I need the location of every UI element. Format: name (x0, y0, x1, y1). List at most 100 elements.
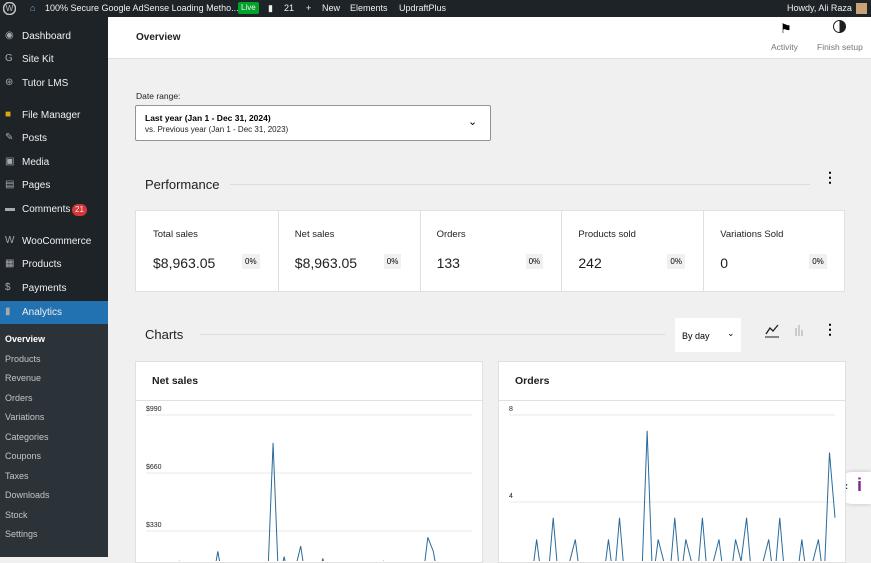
live-badge: Live (238, 2, 259, 14)
y-tick-label: 4 (509, 493, 513, 500)
new[interactable]: New (322, 3, 341, 13)
chart-plot: $990 $660 $330 (146, 406, 472, 561)
chart-card: Orders 8 4 (498, 361, 846, 563)
submenu-bg (0, 324, 108, 557)
submenu-item[interactable]: Settings (5, 529, 38, 539)
kpi-value[interactable]: 242 (578, 255, 602, 271)
submenu-item[interactable]: Revenue (5, 373, 42, 383)
chart-card: Net sales $990 $660 $330 (135, 361, 483, 563)
menu-item[interactable]: WooCommerce (22, 236, 92, 247)
menu-item[interactable]: Analytics (22, 307, 63, 318)
site-name[interactable]: 100% Secure Google AdSense Loading Metho… (45, 3, 239, 13)
admin-bar: W ⌂ 100% Secure Google AdSense Loading M… (0, 0, 871, 17)
y-tick-label: $990 (146, 406, 162, 413)
menu-item[interactable]: Dashboard (22, 31, 71, 42)
divider (200, 334, 665, 335)
kpi-value[interactable]: $8,963.05 (153, 255, 216, 271)
kpi-label[interactable]: Total sales (153, 229, 198, 240)
menu-item[interactable]: Site Kit (22, 54, 54, 65)
kpi-change: 0% (525, 254, 544, 269)
kpi-change: 0% (242, 254, 260, 269)
menu-item[interactable]: Posts (22, 133, 48, 144)
menu-item[interactable]: Comments (22, 204, 71, 215)
kpi-divider (277, 211, 279, 291)
menu-icon: ✎ (5, 132, 14, 143)
kpi-label[interactable]: Products sold (578, 229, 636, 240)
submenu-item[interactable]: Downloads (5, 490, 50, 500)
submenu-item[interactable]: Stock (5, 509, 28, 520)
menu-icon: ▤ (5, 179, 15, 190)
submenu-item[interactable]: Orders (5, 392, 33, 403)
menu-item[interactable]: File Manager (22, 110, 81, 121)
comments-badge: 21 (72, 204, 87, 216)
menu-item[interactable]: Media (22, 157, 50, 168)
interval-value: By day (682, 331, 710, 341)
divider (230, 184, 810, 185)
kpi-label[interactable]: Net sales (294, 229, 335, 240)
menu-item[interactable]: Products (22, 259, 62, 270)
menu-icon: W (5, 235, 15, 246)
finish-setup[interactable]: Finish setup (817, 42, 863, 52)
divider (136, 400, 482, 401)
date-range-label: Date range: (136, 91, 181, 101)
submenu-item[interactable]: Variations (5, 412, 45, 422)
chart-type-toggle[interactable] (764, 322, 808, 340)
kebab[interactable]: ⋮ (823, 321, 837, 337)
menu-icon: ▬ (5, 203, 15, 214)
date-range-value: Last year (Jan 1 - Dec 31, 2024) (145, 113, 271, 123)
svg-text:W: W (6, 4, 14, 13)
kebab[interactable]: ⋮ (823, 169, 837, 185)
submenu-item[interactable]: Coupons (5, 451, 42, 461)
chart-plot: 84 (509, 406, 836, 561)
setup-icon (833, 20, 846, 33)
menu-icon: ▮ (5, 306, 11, 317)
menu-icon: ■ (5, 109, 12, 120)
section-title: Performance (145, 177, 220, 192)
kpi-value[interactable]: 0 (720, 255, 728, 271)
kpi-label[interactable]: Orders (436, 229, 466, 240)
kpi-change: 0% (667, 254, 685, 269)
header-title: Overview (136, 32, 181, 43)
new-icon: + (306, 3, 312, 13)
interval-select[interactable]: By day ⌄ (675, 318, 741, 352)
menu-item[interactable]: Pages (22, 180, 51, 191)
kpi-value[interactable]: $8,963.05 (294, 255, 358, 271)
y-tick-label: $660 (146, 464, 162, 471)
bar-item[interactable]: Elements (350, 3, 388, 13)
y-tick-label: $330 (146, 522, 162, 529)
kpi-value[interactable]: 133 (436, 255, 460, 271)
submenu-item[interactable]: Taxes (5, 470, 29, 481)
kpi-divider (561, 211, 563, 291)
bar-item[interactable]: UpdraftPlus (399, 3, 447, 13)
submenu-item[interactable]: Overview (5, 334, 46, 344)
activity-icon: ⚑ (780, 21, 792, 36)
menu-icon: $ (5, 282, 11, 293)
comments-count[interactable]: 21 (284, 3, 295, 13)
wp-logo[interactable]: W (3, 2, 16, 15)
submenu-item[interactable]: Products (5, 353, 41, 364)
howdy[interactable]: Howdy, Ali Raza (787, 3, 852, 13)
kpi-change: 0% (809, 254, 827, 269)
kpi-row: Total sales $8,963.05 0% Net sales $8,963.05… (135, 210, 845, 292)
kpi-label[interactable]: Variations Sold (720, 229, 784, 240)
active-item (0, 301, 108, 324)
date-range-compare: vs. Previous year (Jan 1 - Dec 31, 2023) (145, 125, 289, 134)
kpi-divider (419, 211, 421, 291)
avatar (856, 3, 867, 14)
divider (499, 400, 845, 401)
menu-item[interactable]: Payments (22, 283, 67, 294)
date-range-select[interactable]: Last year (Jan 1 - Dec 31, 2024) vs. Pre… (135, 105, 491, 141)
menu-icon: G (5, 53, 13, 64)
menu-icon: ◉ (5, 30, 14, 41)
home-icon: ⌂ (30, 3, 36, 13)
line (533, 430, 836, 561)
kpi-divider (703, 211, 705, 291)
submenu-item[interactable]: Categories (5, 431, 49, 442)
menu-item[interactable]: Tutor LMS (22, 78, 69, 89)
section-title: Charts (145, 327, 184, 342)
menu-icon: ▣ (5, 156, 15, 167)
chart-title: Net sales (152, 375, 199, 387)
line (178, 442, 436, 561)
menu-icon: ⊛ (5, 77, 14, 88)
activity[interactable]: Activity (771, 42, 798, 52)
